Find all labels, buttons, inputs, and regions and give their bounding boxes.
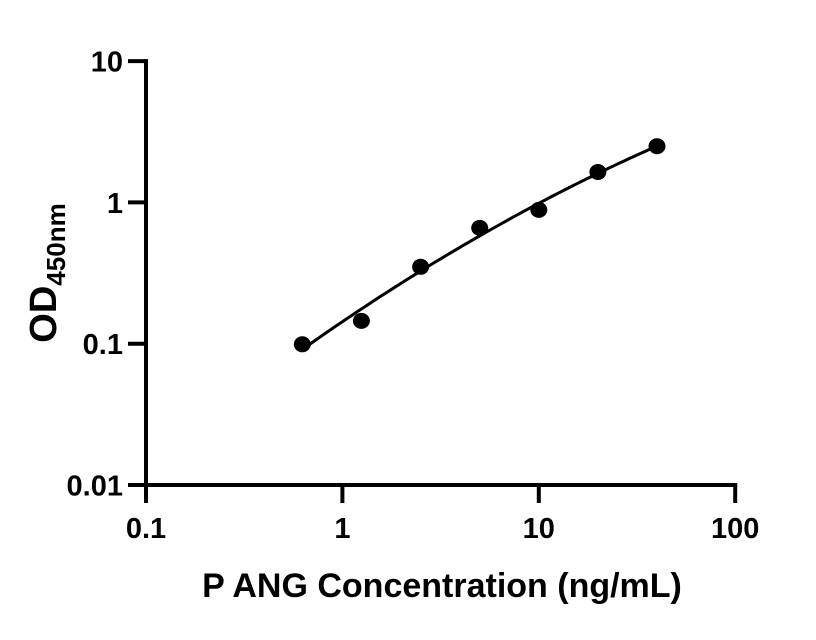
y-tick-labels: 10 1 0.1 0.01 bbox=[67, 47, 123, 503]
x-tick-label: 0.1 bbox=[126, 513, 166, 545]
x-axis-title: P ANG Concentration (ng/mL) bbox=[202, 567, 682, 605]
x-tick-label: 10 bbox=[523, 513, 555, 545]
data-point bbox=[352, 312, 370, 329]
y-tick-label: 0.1 bbox=[83, 329, 123, 361]
y-axis-title-main: OD bbox=[23, 286, 65, 343]
data-point bbox=[471, 219, 489, 236]
x-tick-labels: 0.1 1 10 100 bbox=[126, 513, 760, 545]
x-tick-label: 100 bbox=[711, 513, 759, 545]
y-axis-title: OD450nm bbox=[23, 203, 71, 342]
y-axis-title-sub: 450nm bbox=[41, 203, 71, 285]
data-point bbox=[648, 138, 666, 155]
axes bbox=[144, 59, 738, 487]
data-point bbox=[530, 201, 548, 218]
x-tick-label: 1 bbox=[334, 513, 350, 545]
y-axis-ticks bbox=[128, 59, 146, 487]
y-tick-label: 1 bbox=[107, 188, 123, 220]
y-tick-label: 10 bbox=[91, 47, 123, 79]
data-point bbox=[293, 336, 311, 353]
x-axis-ticks bbox=[144, 485, 738, 503]
data-points bbox=[293, 138, 666, 353]
data-point bbox=[412, 258, 430, 275]
y-tick-label: 0.01 bbox=[67, 471, 123, 503]
data-point bbox=[589, 164, 607, 180]
